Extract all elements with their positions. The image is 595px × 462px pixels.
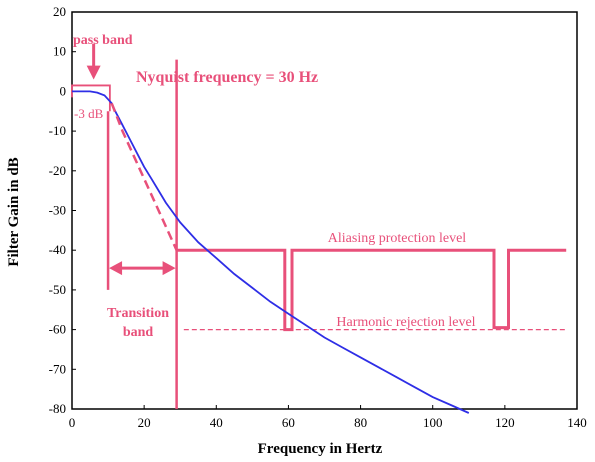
- aliasing-protection-line: [176, 248, 567, 332]
- transition-arrow-head-left: [109, 261, 123, 276]
- y-tick-label: -30: [49, 203, 66, 218]
- y-tick-label: -10: [49, 123, 66, 138]
- annotation-labels: pass band -3 dB Nyquist frequency = 30 Hz A…: [73, 33, 476, 340]
- y-tick-label: -50: [49, 282, 66, 297]
- x-tick-label: 80: [354, 415, 367, 430]
- transition-arrow-head-right: [162, 261, 176, 276]
- transition-label-1: Transition: [107, 306, 169, 321]
- x-tick-label: 140: [567, 415, 587, 430]
- transition-label-2: band: [123, 325, 154, 340]
- pass-band-label: pass band: [73, 33, 133, 48]
- x-tick-label: 40: [210, 415, 223, 430]
- x-tick-label: 120: [495, 415, 515, 430]
- y-tick-label: -40: [49, 242, 66, 257]
- passband-arrow-head: [86, 65, 101, 80]
- x-tick-label: 0: [69, 415, 76, 430]
- y-tick-label: -60: [49, 322, 66, 337]
- y-tick-label: 0: [60, 83, 67, 98]
- nyquist-label: Nyquist frequency = 30 Hz: [136, 69, 318, 86]
- minus-3db-label: -3 dB: [74, 106, 104, 121]
- x-tick-label: 20: [138, 415, 151, 430]
- filter-response-line: [72, 90, 470, 414]
- y-tick-label: -20: [49, 163, 66, 178]
- x-tick-label: 100: [423, 415, 443, 430]
- y-axis-ticks: -80 -70 -60 -50 -40 -30 -20 -10 0 10 20: [49, 4, 76, 416]
- x-tick-label: 60: [282, 415, 295, 430]
- y-tick-label: 20: [53, 4, 66, 19]
- y-tick-label: -70: [49, 361, 66, 376]
- harmonic-label: Harmonic rejection level: [336, 315, 475, 330]
- y-axis-title: Filter Gain in dB: [6, 157, 22, 266]
- series-layer: [72, 90, 470, 414]
- annotation-layer: [71, 43, 567, 409]
- y-tick-label: -80: [49, 401, 66, 416]
- x-axis-title: Frequency in Hertz: [258, 441, 383, 457]
- y-tick-label: 10: [53, 44, 66, 59]
- aliasing-label: Aliasing protection level: [328, 231, 467, 246]
- x-axis-ticks: 0 20 40 60 80 100 120 140: [69, 405, 587, 430]
- ideal-rolloff-line: [110, 102, 178, 251]
